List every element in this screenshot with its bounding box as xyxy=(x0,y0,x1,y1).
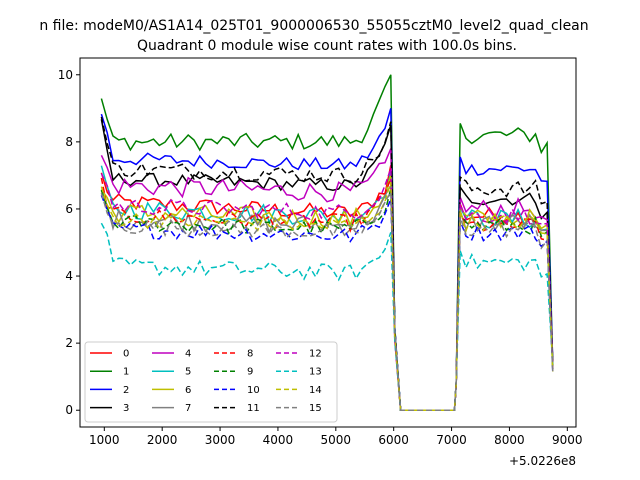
legend-label-12: 12 xyxy=(309,349,322,360)
series-line-13 xyxy=(100,222,554,411)
legend-label-1: 1 xyxy=(123,367,129,378)
plot-frame xyxy=(79,57,577,428)
legend-label-9: 9 xyxy=(247,367,253,378)
y-tick-label: 0 xyxy=(65,403,73,417)
y-tick-label: 6 xyxy=(65,202,73,216)
x-tick-label: 4000 xyxy=(263,433,294,447)
legend-label-0: 0 xyxy=(123,349,129,360)
x-tick-label: 7000 xyxy=(436,433,467,447)
plot-area xyxy=(100,74,554,411)
x-offset-label: +5.0226e8 xyxy=(509,454,576,468)
series-line-10 xyxy=(100,195,554,411)
series-line-1 xyxy=(100,74,554,411)
y-tick-label: 8 xyxy=(65,135,73,149)
legend-label-2: 2 xyxy=(123,385,129,396)
y-axis: 0 2 4 6 8 10 xyxy=(58,68,80,417)
x-tick-label: 5000 xyxy=(321,433,352,447)
series-line-4 xyxy=(100,148,554,411)
y-tick-label: 10 xyxy=(58,68,73,82)
x-tick-label: 9000 xyxy=(552,433,583,447)
legend-label-13: 13 xyxy=(309,367,322,378)
legend-label-6: 6 xyxy=(185,385,191,396)
series-line-15 xyxy=(100,189,554,411)
legend-label-15: 15 xyxy=(309,403,322,414)
series-line-14 xyxy=(100,181,554,411)
legend-label-14: 14 xyxy=(309,385,322,396)
y-tick-label: 4 xyxy=(65,269,73,283)
legend-label-3: 3 xyxy=(123,403,129,414)
x-tick-label: 6000 xyxy=(378,433,409,447)
chart-title: Quadrant 0 module wise count rates with … xyxy=(137,38,517,54)
y-tick-label: 2 xyxy=(65,336,73,350)
legend-label-10: 10 xyxy=(247,385,260,396)
x-tick-label: 3000 xyxy=(205,433,236,447)
legend-label-4: 4 xyxy=(185,349,191,360)
series-line-2 xyxy=(100,108,554,411)
legend-label-7: 7 xyxy=(185,403,191,414)
x-tick-label: 2000 xyxy=(147,433,178,447)
figure-title: n file: modeM0/AS1A14_025T01_9000006530_… xyxy=(39,18,588,34)
series-line-6 xyxy=(100,175,554,411)
legend-label-8: 8 xyxy=(247,349,253,360)
series-line-12 xyxy=(100,168,554,411)
legend-label-5: 5 xyxy=(185,367,191,378)
series-line-11 xyxy=(100,116,554,411)
legend-box xyxy=(84,341,338,423)
x-axis: 1000 2000 3000 4000 5000 6000 7000 8000 9000 xyxy=(89,427,583,447)
x-tick-label: 1000 xyxy=(89,433,120,447)
legend-label-11: 11 xyxy=(247,403,260,414)
series-line-8 xyxy=(100,177,554,411)
x-tick-label: 8000 xyxy=(494,433,525,447)
